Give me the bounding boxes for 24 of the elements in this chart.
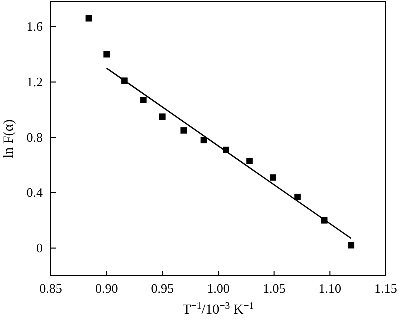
x-tick-label: 0.85 [40, 281, 62, 296]
point [180, 128, 188, 134]
x-tick-label: 1.10 [318, 281, 342, 296]
point [140, 97, 147, 104]
x-tick-label: 0.90 [95, 281, 118, 296]
x-tick-label: 0.95 [151, 281, 174, 296]
point [246, 158, 253, 164]
x-tick-label: 1.15 [374, 281, 398, 296]
point [348, 242, 355, 249]
point [270, 174, 276, 181]
point [160, 114, 166, 120]
y-tick-label: 0.4 [26, 185, 44, 200]
y-tick-label: 1.6 [26, 19, 44, 34]
y-tick-label: 1.2 [26, 74, 43, 90]
y-axis-title: ln F(α) [2, 119, 17, 158]
y-tick-label: 0 [36, 240, 43, 256]
point [104, 51, 110, 58]
y-tick-label: 0.8 [26, 130, 43, 145]
point [294, 194, 301, 200]
x-axis-title: T$^{−1}$/10$^{−3}$ K$^{−1}$ [182, 300, 254, 318]
x-tick-label: 1.05 [262, 281, 286, 296]
point [200, 137, 208, 144]
x-tick-label: 1.00 [207, 281, 230, 296]
point [86, 15, 92, 22]
